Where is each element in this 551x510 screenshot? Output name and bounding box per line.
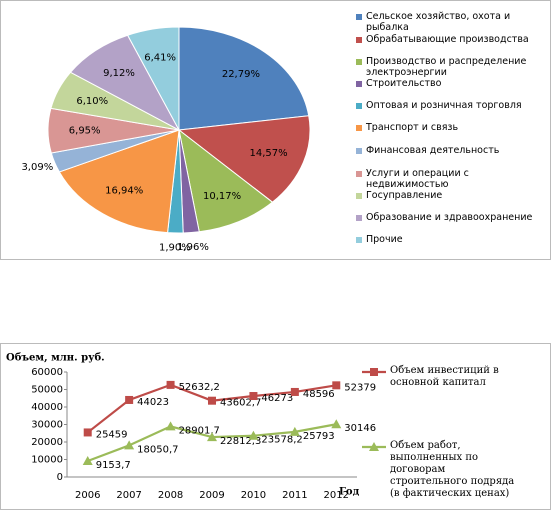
slice-label: 16,94% (105, 185, 143, 196)
legend-swatch (356, 237, 362, 243)
legend-swatch (356, 103, 362, 109)
legend-label: Оптовая и розничная торговля (366, 100, 522, 111)
slice-label: 22,79% (222, 69, 260, 80)
slice-label: 6,10% (76, 96, 108, 107)
y-tick-label: 30000 (31, 420, 63, 431)
marker (165, 421, 176, 431)
slice-label: 3,09% (21, 162, 53, 173)
legend-label: Объем работ, выполненных по договорам ст… (390, 440, 515, 499)
y-tick-label: 60000 (31, 367, 63, 378)
legend-swatch (356, 215, 362, 221)
x-tick-label: 2006 (75, 490, 100, 501)
marker (124, 440, 135, 450)
slice-label: 6,41% (144, 52, 176, 63)
y-tick-label: 50000 (31, 385, 63, 396)
legend-label: Обрабатывающие производства (366, 34, 529, 45)
data-label: 23578,2 (261, 435, 302, 446)
slice-label: 14,57% (249, 148, 287, 159)
y-tick-label: 0 (57, 472, 63, 483)
legend-label: Образование и здравоохранение (366, 212, 533, 223)
data-label: 52379 (344, 382, 376, 393)
marker (207, 432, 217, 442)
marker (249, 392, 258, 401)
slice-label: 1,90% (159, 242, 191, 253)
x-tick-label: 2009 (199, 490, 224, 501)
y-tick-label: 20000 (31, 437, 63, 448)
pie-slice (177, 115, 311, 203)
data-label: 48596 (303, 389, 335, 400)
marker (83, 428, 92, 437)
marker (248, 430, 259, 440)
x-tick-label: 2012 (324, 490, 349, 501)
y-tick-label: 40000 (31, 402, 63, 413)
slice-label: 10,17% (203, 191, 241, 202)
legend-label: Объем инвестиций в основной капитал (390, 365, 499, 388)
legend-marker (369, 442, 379, 451)
legend-swatch (356, 81, 362, 87)
legend-label: Сельское хозяйство, охота и рыбалка (366, 11, 511, 33)
legend-swatch (356, 171, 362, 177)
legend-label: Финансовая деятельность (366, 145, 500, 156)
marker (331, 419, 342, 429)
data-label: 46273 (261, 393, 293, 404)
marker (332, 381, 341, 390)
marker (289, 426, 300, 436)
pie-slice (126, 26, 180, 131)
slice-label: 6,95% (69, 125, 101, 136)
marker (166, 380, 175, 389)
x-tick-label: 2007 (116, 490, 141, 501)
marker (290, 387, 299, 396)
data-label: 25459 (96, 429, 128, 440)
legend-label: Транспорт и связь (366, 122, 459, 133)
legend-label: Прочие (366, 234, 403, 245)
data-label: 25793 (303, 431, 335, 442)
x-tick-label: 2011 (282, 490, 307, 501)
data-label: 28901,7 (179, 425, 220, 436)
data-label: 22812,3 (220, 436, 261, 447)
x-axis-title: Год (339, 487, 360, 498)
legend-label: Услуги и операции с недвижимостью (366, 168, 469, 190)
legend-swatch (356, 14, 362, 20)
y-tick-label: 10000 (31, 455, 63, 466)
legend-label: Производство и распределение электроэнер… (366, 56, 527, 78)
legend-swatch (356, 37, 362, 43)
data-label: 30146 (344, 423, 376, 434)
data-label: 9153,7 (96, 460, 131, 471)
x-tick-label: 2010 (241, 490, 266, 501)
legend-swatch (356, 148, 362, 154)
slice-label: 9,12% (103, 68, 135, 79)
data-label: 43602,7 (220, 398, 261, 409)
legend-label: Госуправление (366, 190, 443, 201)
marker (208, 396, 216, 405)
legend-swatch (356, 59, 362, 65)
marker (82, 455, 93, 465)
pie-slice (178, 128, 274, 233)
data-label: 18050,7 (137, 444, 178, 455)
pie-slice (58, 129, 180, 234)
marker (125, 395, 134, 404)
data-label: 44023 (137, 397, 169, 408)
x-tick-label: 2008 (158, 490, 183, 501)
pie-slice (178, 26, 310, 131)
legend-swatch (356, 125, 362, 131)
legend-label: Строительство (366, 78, 442, 89)
data-label: 52632,2 (179, 382, 220, 393)
legend-swatch (356, 193, 362, 199)
y-axis-title: Объем, млн. руб. (6, 353, 105, 364)
slice-label: 1,96% (177, 242, 209, 253)
legend-marker (370, 368, 378, 376)
